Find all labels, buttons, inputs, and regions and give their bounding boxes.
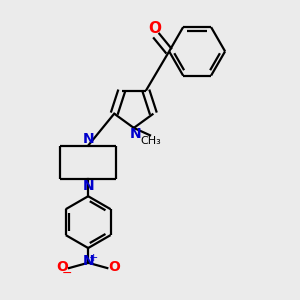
Text: −: − [61,267,72,280]
Text: N: N [82,179,94,193]
Text: N: N [83,254,95,268]
Text: O: O [57,260,68,274]
Text: CH₃: CH₃ [140,136,161,146]
Text: +: + [89,253,98,263]
Text: N: N [82,132,94,146]
Text: O: O [108,260,120,274]
Text: N: N [130,128,141,141]
Text: O: O [148,21,161,36]
